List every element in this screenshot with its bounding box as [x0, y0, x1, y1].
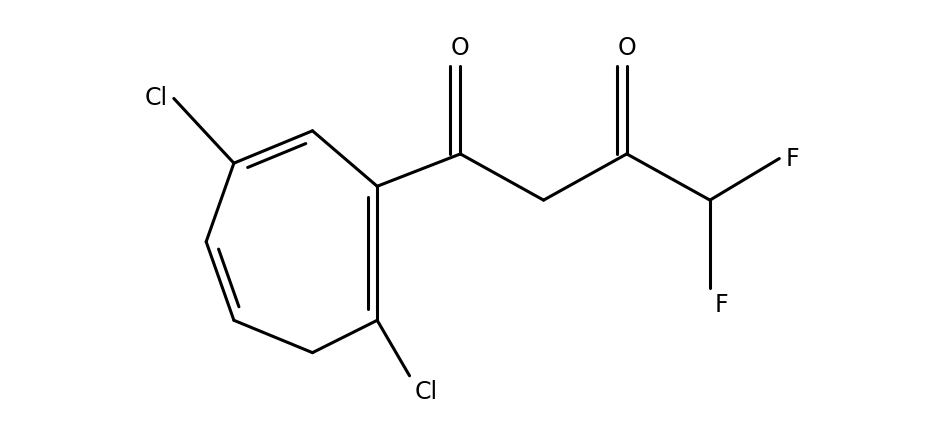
Text: F: F	[786, 146, 800, 170]
Text: Cl: Cl	[144, 86, 167, 110]
Text: O: O	[451, 36, 470, 59]
Text: F: F	[714, 293, 728, 317]
Text: Cl: Cl	[414, 380, 437, 404]
Text: O: O	[618, 36, 636, 59]
